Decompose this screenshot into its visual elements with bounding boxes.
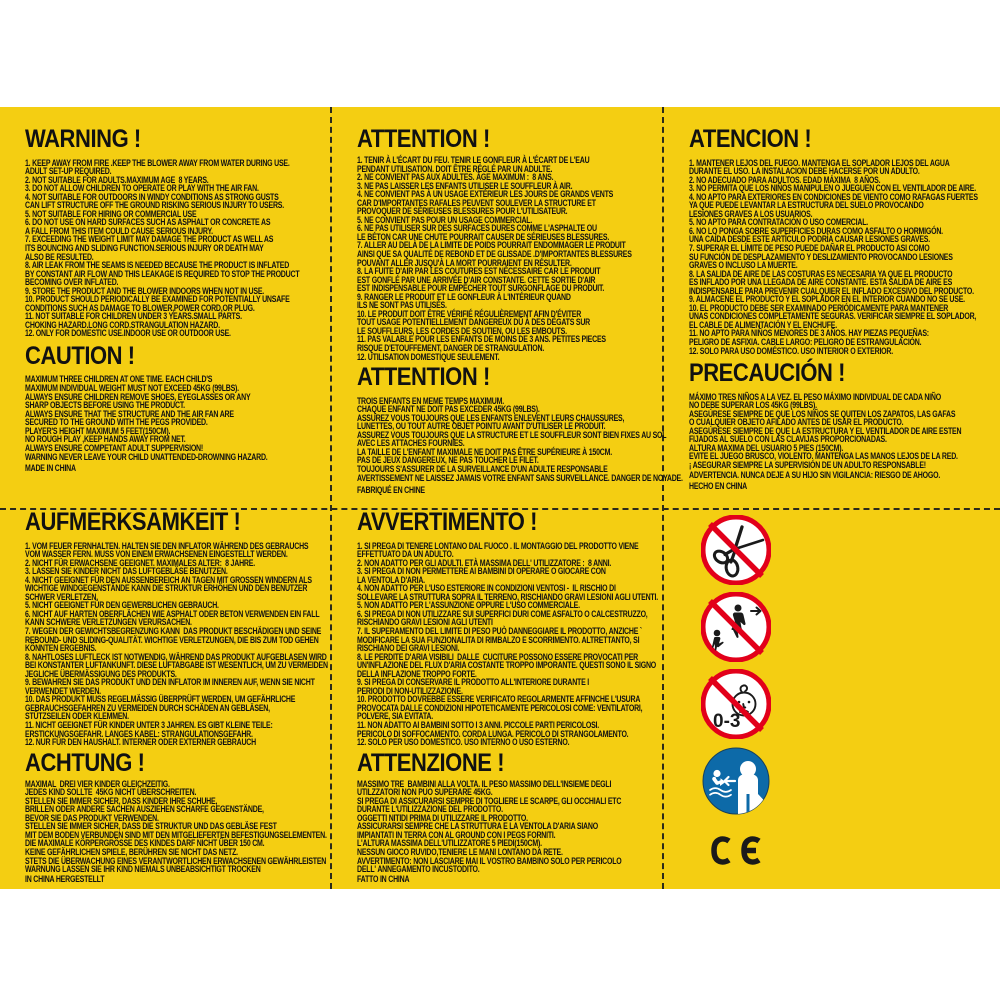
svg-text:0-3: 0-3 (713, 711, 740, 732)
